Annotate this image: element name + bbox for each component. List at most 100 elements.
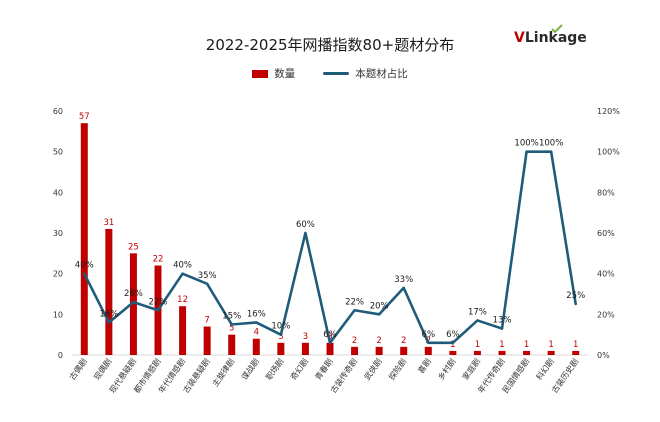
share-value-label: 35% bbox=[198, 271, 217, 281]
share-value-label: 40% bbox=[75, 261, 94, 271]
share-value-label: 16% bbox=[99, 309, 118, 319]
share-value-label: 40% bbox=[173, 261, 192, 271]
bar-value-label: 12 bbox=[177, 295, 188, 305]
y-left-tick-label: 50 bbox=[53, 148, 63, 157]
bar-value-label: 1 bbox=[450, 340, 455, 350]
x-tick-label: 探险剧 bbox=[386, 356, 408, 381]
x-tick-label: 武侠剧 bbox=[362, 356, 384, 381]
bar bbox=[400, 346, 408, 355]
legend-swatch-line bbox=[323, 72, 350, 75]
x-tick-label: 青春剧 bbox=[313, 356, 335, 381]
share-value-label: 33% bbox=[394, 275, 413, 285]
vlinkage-logo: VLinkage bbox=[514, 30, 587, 46]
bar bbox=[572, 350, 580, 355]
x-tick-label: 喜剧 bbox=[416, 356, 433, 375]
share-value-label: 10% bbox=[271, 322, 290, 332]
share-value-label: 22% bbox=[149, 297, 168, 307]
share-point bbox=[574, 302, 577, 306]
share-value-label: 22% bbox=[345, 297, 364, 307]
x-tick-label: 家庭剧 bbox=[460, 356, 482, 381]
logo-mark-icon bbox=[551, 24, 563, 34]
logo-letter: V bbox=[514, 30, 525, 46]
bar-value-label: 3 bbox=[327, 332, 332, 342]
share-point bbox=[476, 319, 479, 322]
share-value-label: 16% bbox=[247, 309, 266, 319]
share-value-label: 6% bbox=[422, 330, 436, 340]
bar-value-label: 5 bbox=[229, 324, 234, 334]
share-point bbox=[279, 333, 283, 336]
x-tick-label: 现偶剧 bbox=[92, 356, 114, 381]
share-point bbox=[451, 341, 455, 344]
chart-legend: 数量 本题材占比 bbox=[0, 66, 660, 81]
legend-swatch-bar bbox=[252, 69, 269, 78]
y-left-tick-label: 40 bbox=[53, 188, 63, 197]
y-left-tick-label: 60 bbox=[53, 107, 63, 116]
bar bbox=[179, 306, 187, 355]
bar bbox=[301, 342, 309, 355]
x-tick-label: 乡村剧 bbox=[436, 356, 458, 381]
share-value-label: 17% bbox=[468, 307, 487, 317]
share-point bbox=[328, 341, 332, 344]
logo-text: Linkage bbox=[524, 30, 587, 46]
share-value-label: 13% bbox=[493, 316, 512, 326]
y-left-tick-label: 10 bbox=[53, 310, 63, 319]
share-point bbox=[156, 309, 160, 312]
legend-item-count: 数量 bbox=[252, 66, 295, 81]
share-point bbox=[353, 309, 356, 312]
share-point bbox=[402, 286, 405, 290]
bar-value-label: 25 bbox=[128, 242, 139, 252]
share-value-label: 6% bbox=[446, 330, 460, 340]
y-right-tick-label: 20% bbox=[597, 310, 615, 319]
x-tick-label: 职场剧 bbox=[264, 357, 285, 382]
bar-value-label: 57 bbox=[79, 112, 90, 122]
bar-value-label: 1 bbox=[548, 340, 553, 350]
bar-value-label: 1 bbox=[573, 340, 578, 350]
x-tick-label: 主旋律剧 bbox=[210, 356, 237, 388]
x-tick-label: 谍战剧 bbox=[239, 356, 261, 381]
share-value-label: 6% bbox=[323, 330, 337, 340]
bar-value-label: 1 bbox=[475, 340, 480, 350]
bar bbox=[277, 342, 285, 355]
y-right-tick-label: 40% bbox=[597, 270, 615, 279]
bar-value-label: 1 bbox=[499, 340, 504, 350]
y-right-tick-label: 60% bbox=[597, 229, 615, 238]
x-tick-label: 科幻剧 bbox=[534, 356, 556, 381]
bar-value-label: 2 bbox=[401, 336, 406, 346]
share-value-label: 100% bbox=[539, 139, 563, 149]
bar bbox=[375, 346, 383, 355]
share-value-label: 100% bbox=[514, 139, 538, 149]
bar-value-label: 4 bbox=[254, 328, 259, 338]
share-value-label: 15% bbox=[222, 312, 241, 322]
bar bbox=[228, 334, 236, 355]
share-point bbox=[255, 321, 258, 324]
bar-value-label: 7 bbox=[204, 316, 209, 326]
bar bbox=[129, 253, 137, 355]
bar bbox=[105, 228, 113, 355]
bar bbox=[252, 338, 260, 355]
bar bbox=[80, 123, 88, 355]
share-point bbox=[500, 327, 504, 330]
legend-label-share: 本题材占比 bbox=[355, 68, 408, 80]
y-right-tick-label: 120% bbox=[597, 107, 620, 116]
bar bbox=[351, 346, 359, 355]
share-point bbox=[132, 300, 135, 304]
bar bbox=[203, 326, 211, 355]
share-point bbox=[83, 272, 86, 275]
y-right-tick-label: 100% bbox=[597, 148, 620, 157]
bar bbox=[424, 346, 432, 355]
share-point bbox=[230, 323, 233, 326]
share-value-label: 60% bbox=[296, 220, 315, 230]
bar bbox=[523, 350, 531, 355]
y-right-tick-label: 80% bbox=[597, 188, 615, 197]
legend-label-count: 数量 bbox=[274, 68, 296, 80]
bar bbox=[547, 350, 555, 355]
y-left-tick-label: 0 bbox=[58, 351, 63, 360]
bar-value-label: 2 bbox=[352, 336, 357, 346]
bar-value-label: 22 bbox=[153, 255, 164, 265]
bar bbox=[326, 342, 334, 355]
x-tick-label: 奇幻剧 bbox=[288, 356, 310, 381]
share-value-label: 25% bbox=[566, 291, 585, 301]
y-right-tick-label: 0% bbox=[597, 351, 610, 360]
